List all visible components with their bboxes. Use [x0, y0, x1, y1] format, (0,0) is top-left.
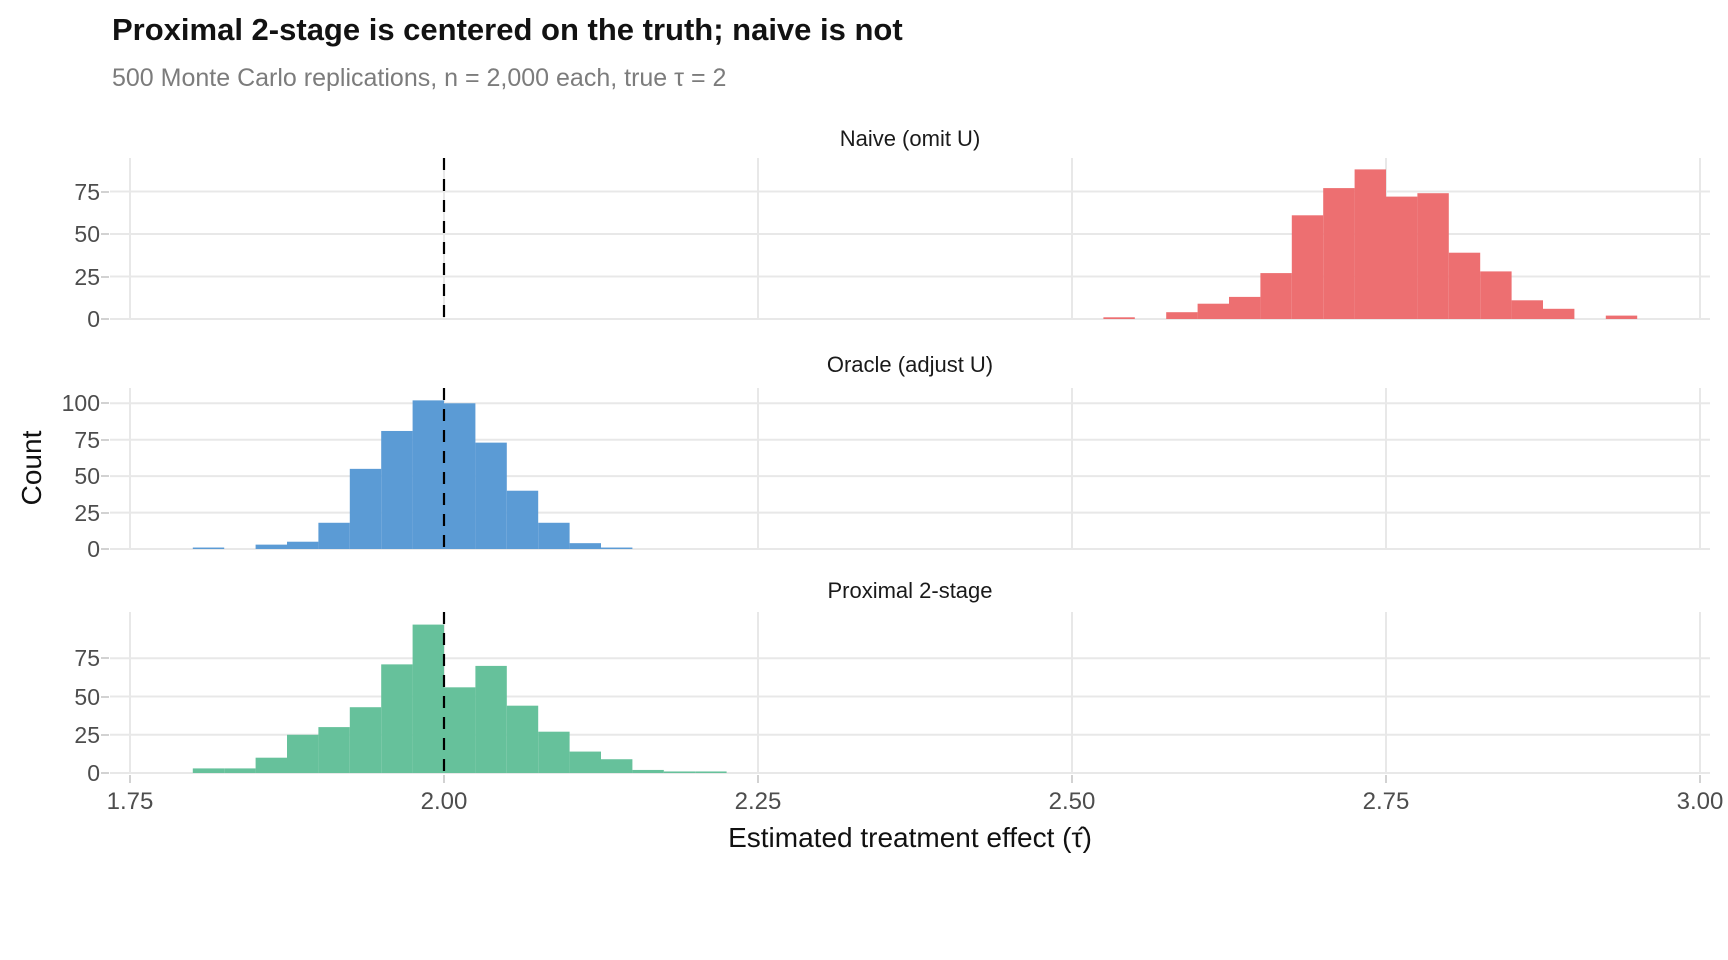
- histogram-bar: [1417, 193, 1449, 319]
- histogram-bar: [1166, 312, 1198, 319]
- histogram-bar: [349, 468, 382, 549]
- x-tick-mark: [1699, 775, 1701, 783]
- x-tick-label: 2.00: [420, 788, 468, 815]
- histogram-bar: [601, 547, 633, 549]
- histogram-bar: [381, 430, 413, 549]
- y-tick-label: 0: [87, 760, 100, 786]
- y-tick-mark: [101, 695, 109, 698]
- y-tick-label: 50: [74, 463, 100, 490]
- histogram-bar: [255, 544, 287, 549]
- histogram-bar: [192, 768, 225, 773]
- x-tick-mark: [757, 775, 759, 783]
- histogram-bar: [475, 442, 507, 549]
- histogram-bar: [695, 771, 727, 773]
- histogram-bar: [1323, 188, 1355, 319]
- histogram-bar: [1543, 308, 1575, 319]
- histogram-svg: [110, 612, 1710, 774]
- histogram-bar: [318, 522, 350, 549]
- x-tick-mark: [443, 775, 445, 783]
- histogram-bar: [444, 403, 476, 549]
- y-tick-mark: [101, 438, 109, 441]
- histogram-bar: [601, 759, 633, 773]
- histogram-bar: [506, 705, 539, 773]
- histogram-bar: [538, 522, 570, 549]
- x-tick-mark: [129, 775, 131, 783]
- chart-subtitle: 500 Monte Carlo replications, n = 2,000 …: [112, 64, 727, 92]
- histogram-bar: [569, 751, 601, 773]
- histogram-bar: [349, 707, 382, 773]
- x-tick-label: 3.00: [1676, 788, 1724, 815]
- x-axis-title: Estimated treatment effect (τ̂): [728, 822, 1092, 853]
- histogram-bar: [1480, 271, 1512, 319]
- histogram-bar: [1448, 252, 1481, 319]
- y-tick-label: 0: [87, 536, 100, 562]
- y-tick-label: 75: [74, 645, 100, 672]
- y-tick-label: 50: [74, 683, 100, 710]
- histogram-bar: [1291, 215, 1324, 319]
- histogram-bar: [1386, 196, 1418, 319]
- y-tick-mark: [101, 475, 109, 478]
- histogram-bar: [1229, 296, 1261, 319]
- y-tick-label: 25: [74, 721, 100, 748]
- histogram-bar: [287, 734, 319, 773]
- y-tick-mark: [101, 548, 109, 550]
- histogram-bar: [287, 541, 319, 549]
- y-tick-mark: [101, 657, 109, 660]
- y-tick-label: 0: [87, 306, 100, 332]
- histogram-bar: [538, 731, 570, 773]
- histogram-bar: [412, 400, 444, 549]
- facet-label-naive: Naive (omit U): [839, 126, 981, 151]
- chart-title: Proximal 2-stage is centered on the trut…: [112, 12, 903, 47]
- histogram-bar: [224, 768, 256, 773]
- histogram-bar: [475, 665, 507, 773]
- histogram-bar: [255, 757, 287, 773]
- x-tick-mark: [1071, 775, 1073, 783]
- y-tick-mark: [101, 233, 109, 235]
- panel-proximal-histogram: [110, 612, 1710, 775]
- histogram-bar: [381, 664, 413, 773]
- histogram-bar: [1103, 317, 1135, 319]
- y-tick-label: 100: [61, 390, 100, 417]
- facet-label-proximal: Proximal 2-stage: [827, 578, 993, 603]
- x-tick-label: 2.25: [734, 788, 782, 815]
- histogram-bar: [569, 543, 601, 549]
- histogram-bar: [1511, 300, 1543, 319]
- facet-label-oracle: Oracle (adjust U): [826, 352, 994, 377]
- histogram-bar: [1260, 273, 1292, 319]
- y-tick-label: 75: [74, 426, 100, 453]
- x-tick-label: 1.75: [106, 788, 154, 815]
- y-tick-label: 25: [74, 499, 100, 526]
- y-tick-mark: [101, 318, 109, 320]
- y-tick-label: 25: [74, 263, 100, 290]
- y-tick-mark: [101, 511, 109, 514]
- y-tick-label: 50: [74, 221, 100, 247]
- y-tick-mark: [101, 772, 109, 774]
- histogram-bar: [412, 624, 444, 773]
- y-tick-mark: [101, 190, 109, 193]
- panel-naive-histogram: [110, 158, 1710, 321]
- histogram-bar: [1197, 303, 1229, 319]
- histogram-bar: [632, 769, 664, 773]
- histogram-bar: [1605, 315, 1638, 319]
- histogram-bar: [318, 727, 350, 773]
- histogram-bar: [444, 687, 476, 773]
- histogram-svg: [110, 388, 1710, 550]
- histogram-bar: [506, 490, 539, 549]
- x-tick-label: 2.50: [1048, 788, 1096, 815]
- histogram-bar: [663, 771, 696, 773]
- y-tick-mark: [101, 733, 109, 736]
- panel-oracle-histogram: [110, 388, 1710, 551]
- histogram-bar: [1354, 169, 1386, 319]
- y-tick-label: 75: [74, 178, 100, 205]
- histogram-bar: [192, 547, 225, 549]
- y-tick-mark: [101, 275, 109, 278]
- x-tick-mark: [1385, 775, 1387, 783]
- x-tick-label: 2.75: [1362, 788, 1410, 815]
- y-tick-mark: [101, 402, 109, 405]
- histogram-svg: [110, 158, 1710, 320]
